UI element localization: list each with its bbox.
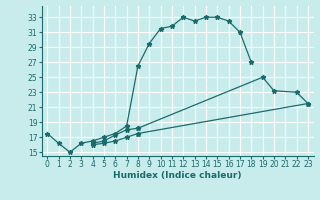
X-axis label: Humidex (Indice chaleur): Humidex (Indice chaleur) [113, 171, 242, 180]
